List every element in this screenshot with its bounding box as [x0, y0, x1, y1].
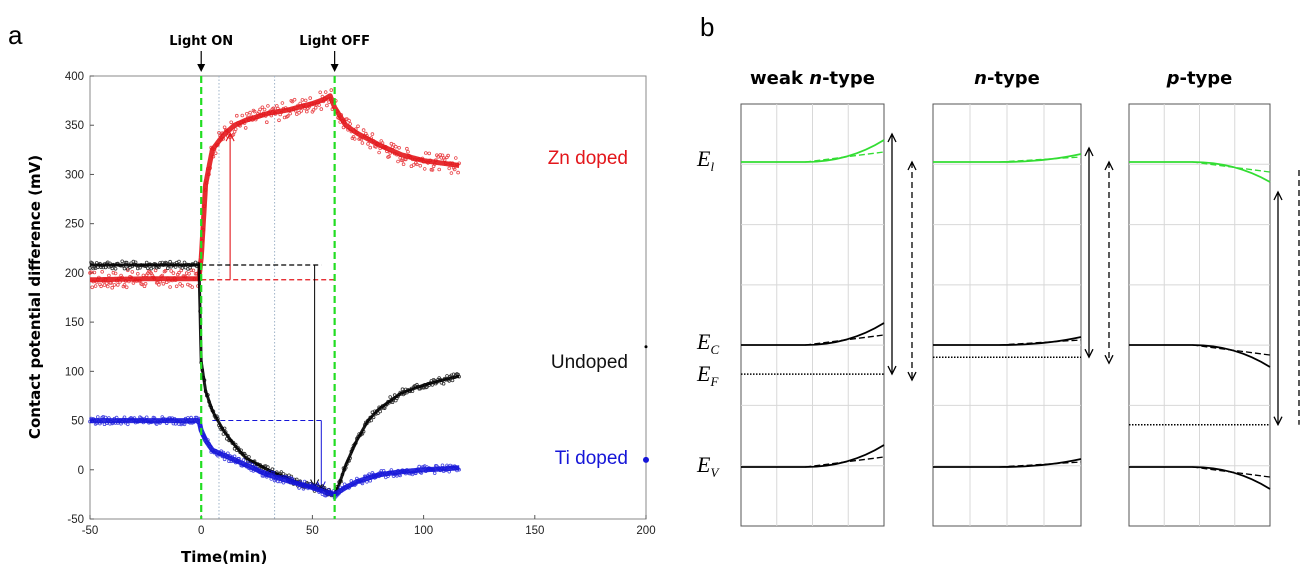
level-label-1: EC	[696, 329, 719, 357]
band-tangent	[805, 334, 885, 346]
title-part: n	[809, 68, 822, 89]
band-panel-title: p-type	[1166, 68, 1233, 89]
band-tangent	[999, 156, 1082, 163]
y-tick-label-9: 400	[65, 71, 84, 83]
y-tick-label-2: 50	[71, 416, 84, 428]
band-tangent	[999, 339, 1082, 346]
band-tangent	[1192, 161, 1271, 173]
level-label-0: El	[696, 146, 714, 174]
series-label-2: Ti doped	[555, 448, 628, 469]
title-part: -type	[987, 68, 1040, 89]
band-panel-2: p-type	[1128, 68, 1300, 527]
dark-work-function-arrowheads	[1104, 160, 1114, 365]
level-label-3: EV	[696, 452, 720, 480]
x-tick-label-1: 0	[198, 525, 204, 537]
panel-a-letter: a	[8, 20, 23, 50]
event-label-1: Light OFF	[299, 34, 370, 49]
work-function-arrowheads	[1084, 146, 1094, 359]
level-subscript: l	[710, 159, 714, 174]
event-arrowhead-1	[330, 64, 339, 72]
series-points	[88, 415, 462, 500]
band-tangent	[1192, 466, 1271, 478]
y-tick-label-6: 250	[65, 219, 84, 231]
level-symbol: E	[696, 146, 711, 171]
ti-outlier-point	[643, 456, 649, 463]
y-tick-label-8: 350	[65, 120, 84, 132]
series-zn-doped	[88, 88, 462, 290]
x-tick-label-5: 200	[636, 525, 655, 537]
y-tick-label-3: 100	[65, 366, 84, 378]
axis-ticks: -50 0 50 100 150 200 -50 0 50 100 150 200 250 300 350 4…	[65, 71, 656, 537]
level-subscript: V	[710, 465, 720, 480]
series-label-1: Undoped	[551, 352, 628, 373]
plot-guides	[218, 76, 276, 519]
plot-frame	[89, 75, 647, 520]
y-tick-label-1: 0	[78, 465, 84, 477]
band-panel-title: n-type	[974, 68, 1040, 89]
band-tangent	[805, 151, 885, 163]
x-tick-label-0: -50	[82, 525, 99, 537]
light-events: Light ON Light OFF	[169, 34, 370, 519]
work-function-arrowheads	[887, 132, 897, 376]
band-panel-title: weak n-type	[750, 68, 875, 89]
y-tick-label-7: 300	[65, 169, 84, 181]
event-arrowhead-0	[197, 64, 206, 72]
event-label-0: Light ON	[169, 34, 233, 49]
title-part: weak	[750, 68, 809, 89]
level-subscript: F	[709, 374, 719, 389]
data-series	[88, 88, 649, 500]
undoped-outlier-point	[644, 345, 648, 349]
title-part: -type	[1179, 68, 1232, 89]
band-tangent	[805, 456, 885, 468]
series-ti-doped	[88, 415, 462, 500]
level-symbol: E	[696, 361, 711, 386]
title-part: p	[1166, 68, 1180, 89]
band-panel-0: weak n-type	[740, 68, 917, 527]
level-symbol: E	[696, 329, 711, 354]
band-tangent	[999, 461, 1082, 468]
x-tick-label-4: 150	[525, 525, 544, 537]
level-symbol: E	[696, 452, 711, 477]
y-axis-title: Contact potential difference (mV)	[26, 155, 44, 439]
y-tick-label-4: 150	[65, 317, 84, 329]
y-tick-label-5: 200	[65, 268, 84, 280]
title-part: -type	[822, 68, 875, 89]
y-tick-label-0: -50	[67, 514, 84, 526]
series-label-0: Zn doped	[548, 148, 628, 169]
panel-b-letter: b	[700, 12, 714, 42]
level-label-2: EF	[696, 361, 719, 389]
dark-work-function-arrowheads	[907, 160, 917, 382]
work-function-arrowheads	[1273, 190, 1283, 427]
band-tangent	[1192, 344, 1271, 356]
x-tick-label-2: 50	[306, 525, 319, 537]
x-axis-title: Time(min)	[181, 548, 267, 566]
band-panel-1: n-type	[932, 68, 1114, 527]
series-points	[88, 88, 462, 290]
x-tick-label-3: 100	[414, 525, 433, 537]
title-part: n	[974, 68, 987, 89]
cpd-chart: -50 0 50 100 150 200 -50 0 50 100 150 200 250 300 350 4…	[26, 34, 656, 566]
series-labels: Zn doped Undoped Ti doped	[548, 148, 628, 469]
level-subscript: C	[710, 342, 719, 357]
